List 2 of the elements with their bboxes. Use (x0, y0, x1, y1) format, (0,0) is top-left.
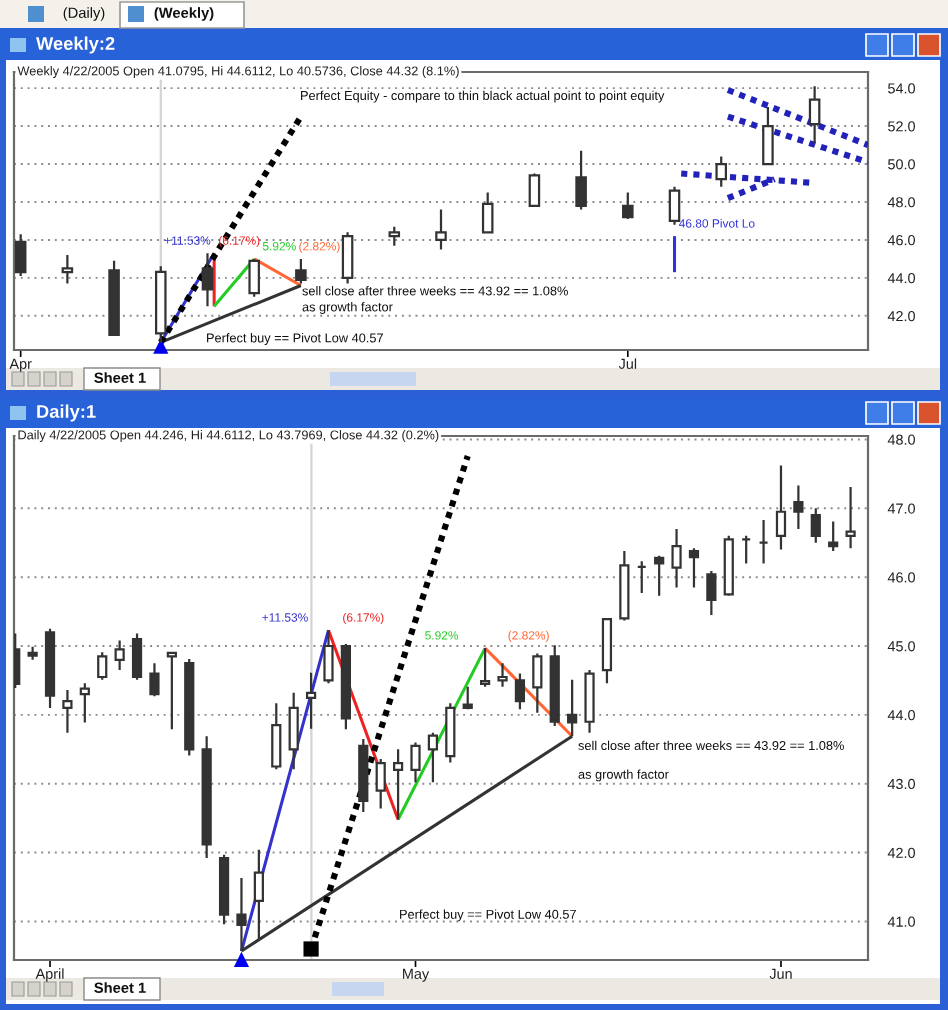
chart-title: Daily:1 (37, 404, 96, 422)
chart-title: Weekly:2 (36, 36, 115, 54)
